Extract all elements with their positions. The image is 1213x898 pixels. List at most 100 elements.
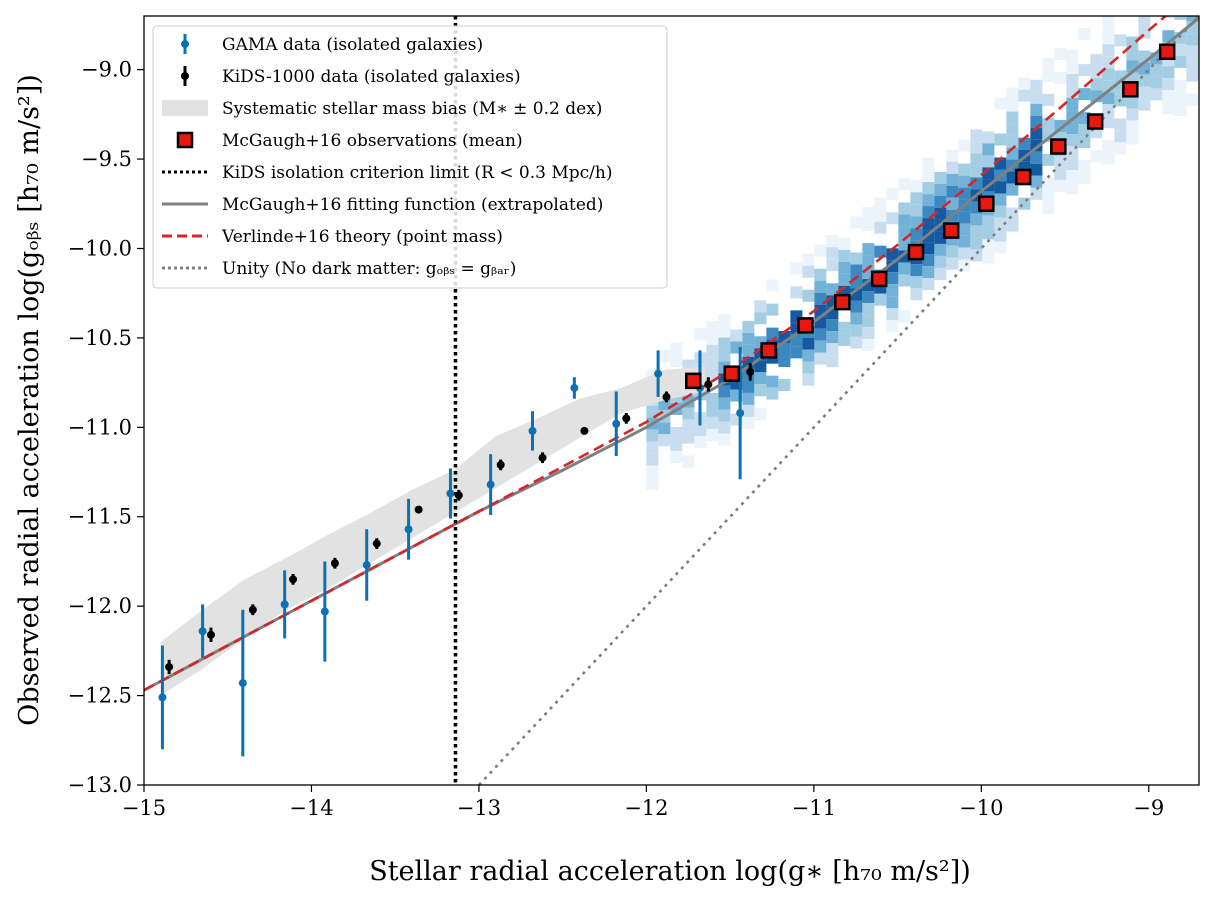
heatmap-cell [838,249,851,262]
heatmap-cell [718,313,731,326]
heatmap-cell [1042,189,1055,202]
heatmap-cell [694,436,707,449]
heatmap-cell [778,355,791,368]
heatmap-cell [1066,170,1079,183]
heatmap-cell [682,419,695,432]
heatmap-cell [742,392,755,405]
heatmap-cell [850,300,863,313]
heatmap-cell [1006,111,1019,124]
heatmap-cell [670,354,683,367]
heatmap-cell [1054,179,1067,192]
mcgaugh-point [1122,81,1139,98]
heatmap-cell [718,421,731,434]
x-tick-label: −9 [1133,796,1164,820]
y-tick-label: −10.0 [68,236,132,260]
heatmap-cell [1102,92,1115,105]
legend-item: Unity (No dark matter: gₒᵦₛ = gᵦₐᵣ) [162,259,516,279]
data-point [538,453,547,462]
legend-band [162,100,208,116]
heatmap-cell [802,337,815,350]
heatmap-cell [910,204,923,217]
heatmap-cell [946,185,959,198]
heatmap-cell [706,356,719,369]
heatmap-cell [826,355,839,368]
heatmap-cell [802,373,815,386]
heatmap-cell [874,293,887,306]
heatmap-cell [922,194,935,207]
heatmap-cell [1066,62,1079,75]
heatmap-cell [898,310,911,323]
y-tick-label: −10.5 [68,326,132,350]
heatmap-cell [694,424,707,437]
heatmap-cell [1114,130,1127,143]
heatmap-cell [994,133,1007,146]
heatmap-cell [994,181,1007,194]
heatmap-cell [898,262,911,275]
heatmap-cell [790,286,803,299]
heatmap-cell [1078,160,1091,173]
bias-band [160,366,705,696]
heatmap-cell [790,262,803,275]
legend-dot [181,40,189,48]
heatmap-cell [1186,57,1199,70]
heatmap-cell [946,245,959,258]
heatmap-cell [1114,34,1127,47]
heatmap-cell [1042,93,1055,106]
heatmap-cell [1006,135,1019,148]
heatmap-cell [826,235,839,248]
mcgaugh-point [907,243,925,261]
heatmap-cell [718,409,731,422]
x-tick-label: −14 [289,796,333,820]
data-point [446,489,455,498]
heatmap-cell [958,175,971,188]
heatmap-cell [754,360,767,373]
heatmap-cell [994,205,1007,218]
heatmap-cell [946,173,959,186]
heatmap-cell [1042,177,1055,190]
x-tick-label: −15 [122,796,166,820]
heatmap-cell [1030,79,1043,92]
legend-item: McGaugh+16 fitting function (extrapolate… [162,195,603,215]
legend-item: Systematic stellar mass bias (M∗ ± 0.2 d… [162,99,602,119]
heatmap-cell [910,180,923,193]
heatmap-cell [898,250,911,263]
heatmap-cell [874,209,887,222]
heatmap-cell [718,397,731,410]
heatmap-cell [718,385,731,398]
heatmap-cell [850,312,863,325]
heatmap-cell [1054,71,1067,84]
heatmap-cell [886,272,899,285]
heatmap-cell [910,192,923,205]
heatmap-cell [1162,66,1175,79]
heatmap-cell [1138,3,1150,15]
data-point [528,426,537,435]
data-point [736,409,745,418]
heatmap-cell [898,238,911,251]
heatmap-cell [982,131,995,144]
heatmap-cell [1006,207,1019,220]
legend-label: McGaugh+16 observations (mean) [222,131,523,151]
heatmap-cell [994,241,1007,254]
y-tick-label: −11.5 [68,505,132,529]
data-point [289,575,298,584]
heatmap-cell [670,450,683,463]
heatmap-cell [1198,16,1199,28]
heatmap-cell [1162,102,1175,115]
legend-dot [181,72,189,80]
heatmap-cell [826,259,839,272]
heatmap-cell [706,320,719,333]
heatmap-cell [730,329,743,342]
heatmap-cell [850,216,863,229]
heatmap-cell [946,149,959,162]
heatmap-cell [922,182,935,195]
heatmap-cell [766,387,779,400]
heatmap-cell [850,264,863,277]
heatmap-cell [1198,4,1210,16]
heatmap-cell [970,153,983,166]
data-point [622,414,631,423]
y-tick-label: −9.5 [81,147,132,171]
data-point [454,491,463,500]
heatmap-cell [922,218,935,231]
heatmap-cell [994,193,1007,206]
